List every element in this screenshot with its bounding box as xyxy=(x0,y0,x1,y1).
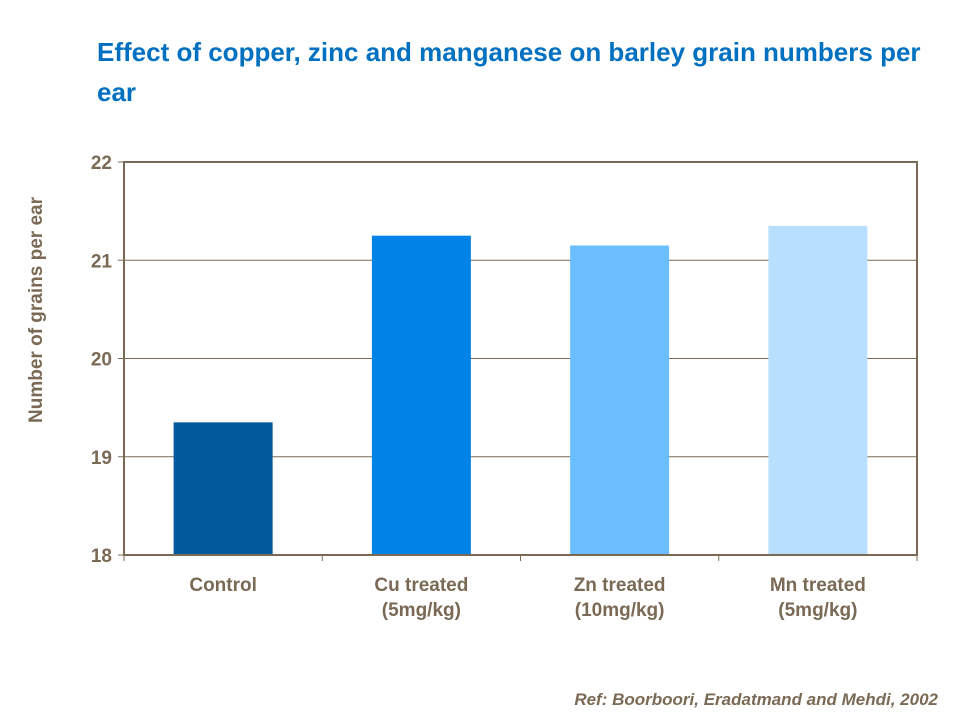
reference-note: Ref: Boorboori, Eradatmand and Mehdi, 20… xyxy=(574,690,938,709)
bar-2 xyxy=(570,245,670,555)
x-tick-label: Mn treated xyxy=(770,575,866,596)
x-tick-label: (5mg/kg) xyxy=(382,600,461,621)
chart-title: Effect of copper, zinc and manganese on … xyxy=(97,37,921,107)
bar-3 xyxy=(768,225,868,556)
y-tick-label: 21 xyxy=(91,251,113,272)
y-tick-label: 20 xyxy=(91,350,112,371)
bar-1 xyxy=(371,235,471,555)
y-tick-label: 19 xyxy=(91,448,112,469)
y-tick-label: 18 xyxy=(91,546,112,567)
plot-frame xyxy=(123,161,918,556)
bar-0 xyxy=(173,422,273,555)
x-tick-label: (10mg/kg) xyxy=(575,600,665,621)
x-tick-label: (5mg/kg) xyxy=(778,600,857,621)
y-axis-label: Number of grains per ear xyxy=(26,196,47,423)
x-tick-label: Cu treated xyxy=(374,575,468,596)
y-tick-label: 22 xyxy=(91,153,112,174)
x-tick-label: Control xyxy=(189,575,257,596)
x-tick-label: Zn treated xyxy=(574,575,666,596)
